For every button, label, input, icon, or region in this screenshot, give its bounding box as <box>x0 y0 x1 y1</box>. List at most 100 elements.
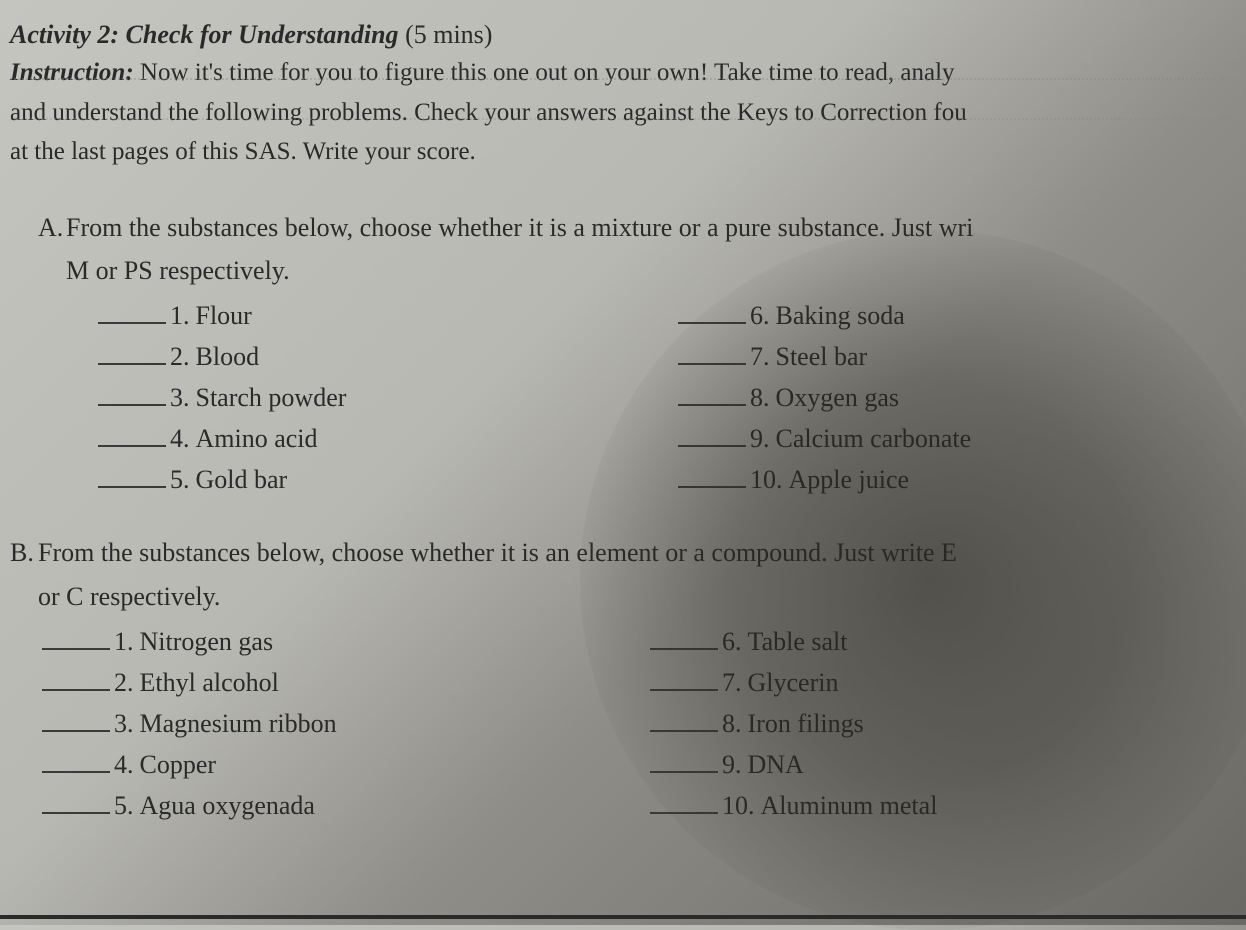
activity-title: Activity 2: Check for Understanding <box>10 20 399 49</box>
item-number: 1. <box>114 622 134 662</box>
section-a-right-column: 6.Baking soda 7.Steel bar 8.Oxygen gas 9… <box>678 296 1236 500</box>
dotted-rule-1 <box>10 78 1236 80</box>
item-number: 1. <box>170 296 190 336</box>
answer-blank[interactable] <box>650 703 718 732</box>
item-number: 5. <box>170 460 190 500</box>
section-a-items: 1.Flour 2.Blood 3.Starch powder 4.Amino … <box>38 296 1236 500</box>
answer-blank[interactable] <box>650 663 718 692</box>
answer-blank[interactable] <box>42 663 110 692</box>
item-row: 8.Oxygen gas <box>678 378 1236 419</box>
item-number: 10. <box>722 786 755 826</box>
item-number: 6. <box>722 622 742 662</box>
instruction-text-2: and understand the following problems. C… <box>10 94 1236 132</box>
answer-blank[interactable] <box>98 296 166 325</box>
item-number: 6. <box>750 296 770 336</box>
answer-blank[interactable] <box>42 744 110 773</box>
activity-duration: (5 mins) <box>405 20 492 49</box>
section-b-line2: or C respectively. <box>10 578 1236 616</box>
item-text: Glycerin <box>748 663 839 703</box>
item-number: 7. <box>722 663 742 703</box>
item-row: 2.Ethyl alcohol <box>42 663 650 704</box>
section-b-line1: From the substances below, choose whethe… <box>38 538 957 567</box>
item-row: 7.Steel bar <box>678 337 1236 378</box>
item-text: Table salt <box>748 622 848 662</box>
item-row: 3.Magnesium ribbon <box>42 703 650 744</box>
answer-blank[interactable] <box>98 378 166 407</box>
answer-blank[interactable] <box>42 785 110 814</box>
item-text: Amino acid <box>196 419 318 459</box>
item-number: 4. <box>170 419 190 459</box>
item-number: 5. <box>114 786 134 826</box>
answer-blank[interactable] <box>650 744 718 773</box>
item-row: 10.Apple juice <box>678 459 1236 500</box>
item-number: 8. <box>750 378 770 418</box>
item-number: 9. <box>750 419 770 459</box>
answer-blank[interactable] <box>98 419 166 448</box>
item-row: 6.Baking soda <box>678 296 1236 337</box>
section-a-line2: M or PS respectively. <box>38 252 1236 290</box>
answer-blank[interactable] <box>678 378 746 407</box>
answer-blank[interactable] <box>678 337 746 366</box>
section-b-prompt: B.From the substances below, choose whet… <box>10 534 1236 572</box>
section-b-right-column: 6.Table salt 7.Glycerin 8.Iron filings 9… <box>650 622 1236 826</box>
answer-blank[interactable] <box>678 419 746 448</box>
item-text: Agua oxygenada <box>140 786 315 826</box>
section-a-line1: From the substances below, choose whethe… <box>66 213 973 242</box>
item-text: DNA <box>748 745 804 785</box>
item-text: Ethyl alcohol <box>140 663 279 703</box>
instruction-text-3: at the last pages of this SAS. Write you… <box>10 133 1236 171</box>
item-text: Gold bar <box>196 460 288 500</box>
item-row: 9.DNA <box>650 744 1236 785</box>
bottom-edge <box>0 915 1246 919</box>
item-number: 3. <box>114 704 134 744</box>
item-row: 6.Table salt <box>650 622 1236 663</box>
instruction-label: Instruction: <box>10 59 134 86</box>
item-number: 2. <box>114 663 134 703</box>
item-row: 2.Blood <box>98 337 678 378</box>
item-number: 9. <box>722 745 742 785</box>
item-number: 3. <box>170 378 190 418</box>
answer-blank[interactable] <box>678 459 746 488</box>
dotted-rule-2 <box>10 118 1236 120</box>
item-text: Blood <box>196 337 260 377</box>
item-row: 9.Calcium carbonate <box>678 419 1236 460</box>
item-text: Apple juice <box>789 460 910 500</box>
item-row: 4.Copper <box>42 744 650 785</box>
answer-blank[interactable] <box>42 703 110 732</box>
item-text: Aluminum metal <box>761 786 938 826</box>
section-a-left-column: 1.Flour 2.Blood 3.Starch powder 4.Amino … <box>38 296 678 500</box>
answer-blank[interactable] <box>678 296 746 325</box>
item-text: Steel bar <box>776 337 868 377</box>
instruction-text-1: Now it's time for you to figure this one… <box>140 59 955 86</box>
item-row: 1.Nitrogen gas <box>42 622 650 663</box>
answer-blank[interactable] <box>98 337 166 366</box>
item-number: 10. <box>750 460 783 500</box>
item-row: 3.Starch powder <box>98 378 678 419</box>
section-b: B.From the substances below, choose whet… <box>10 534 1236 826</box>
item-row: 8.Iron filings <box>650 703 1236 744</box>
item-text: Calcium carbonate <box>776 419 972 459</box>
activity-heading: Activity 2: Check for Understanding (5 m… <box>10 20 1236 50</box>
instruction-row-1: Instruction: Now it's time for you to fi… <box>10 54 1236 92</box>
item-number: 7. <box>750 337 770 377</box>
item-row: 1.Flour <box>98 296 678 337</box>
section-a-prompt: A.From the substances below, choose whet… <box>38 209 1236 247</box>
section-b-left-column: 1.Nitrogen gas 2.Ethyl alcohol 3.Magnesi… <box>10 622 650 826</box>
answer-blank[interactable] <box>98 459 166 488</box>
answer-blank[interactable] <box>650 785 718 814</box>
answer-blank[interactable] <box>650 622 718 651</box>
item-row: 10.Aluminum metal <box>650 785 1236 826</box>
item-row: 4.Amino acid <box>98 419 678 460</box>
item-number: 8. <box>722 704 742 744</box>
item-row: 7.Glycerin <box>650 663 1236 704</box>
item-number: 2. <box>170 337 190 377</box>
section-b-items: 1.Nitrogen gas 2.Ethyl alcohol 3.Magnesi… <box>10 622 1236 826</box>
item-text: Copper <box>140 745 217 785</box>
item-text: Iron filings <box>748 704 864 744</box>
item-row: 5.Gold bar <box>98 459 678 500</box>
item-number: 4. <box>114 745 134 785</box>
item-text: Nitrogen gas <box>140 622 274 662</box>
item-text: Magnesium ribbon <box>140 704 337 744</box>
answer-blank[interactable] <box>42 622 110 651</box>
item-text: Baking soda <box>776 296 905 336</box>
